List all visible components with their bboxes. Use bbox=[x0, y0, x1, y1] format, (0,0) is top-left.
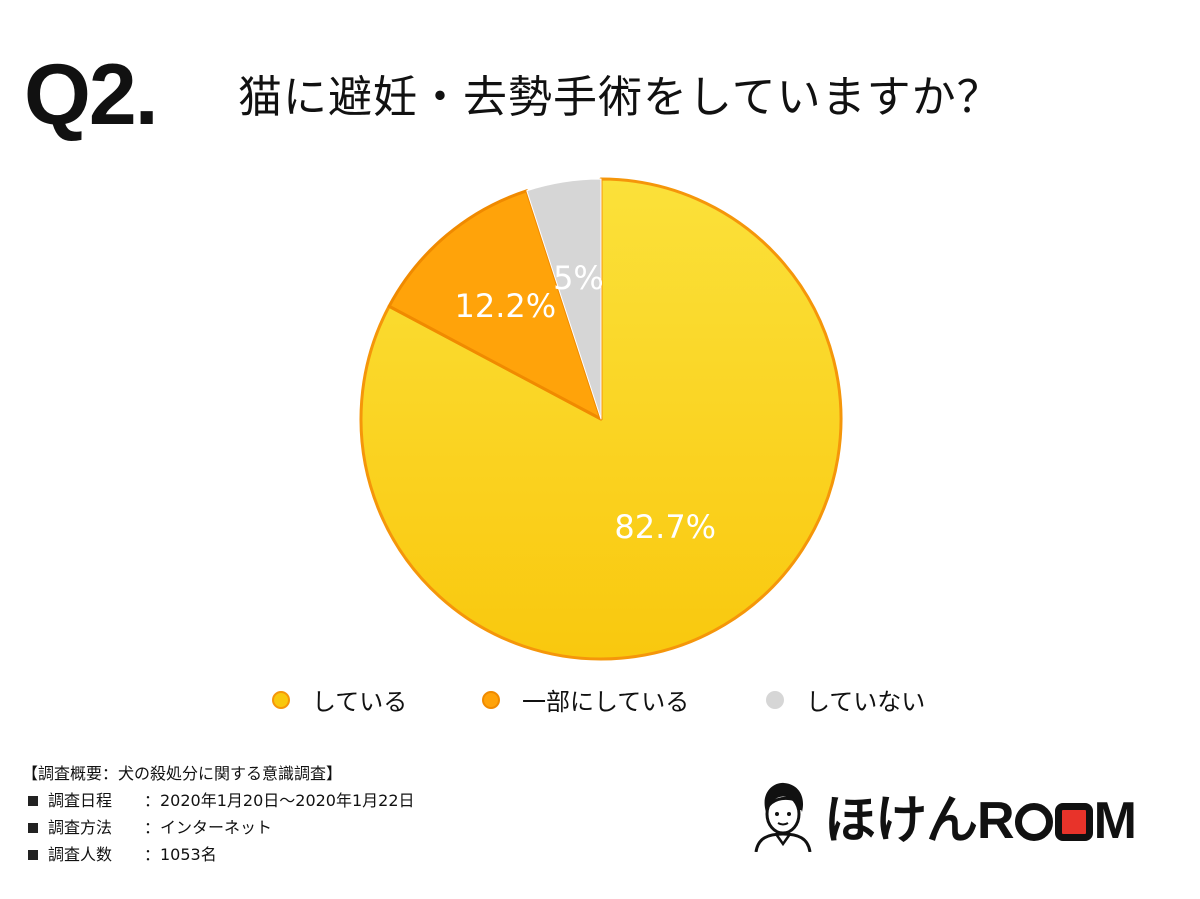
bullet-square-icon bbox=[28, 849, 38, 860]
survey-row: 調査人数 ：1053名 bbox=[22, 841, 415, 868]
person-mascot-icon bbox=[754, 782, 812, 852]
legend-swatch bbox=[482, 690, 500, 709]
slice-shiteiru bbox=[359, 177, 843, 661]
survey-row: 調査方法 ：インターネット bbox=[22, 814, 415, 841]
question-title: 猫に避妊・去勢手術をしていますか？ bbox=[238, 72, 1002, 123]
legend-label: している bbox=[312, 688, 408, 716]
legend-item-shiteiru: している bbox=[272, 682, 407, 717]
slice-data-label: 12.2% bbox=[455, 287, 557, 325]
legend-swatch bbox=[766, 690, 784, 709]
legend-label: 一部にしている bbox=[522, 688, 690, 716]
bullet-square-icon bbox=[28, 822, 38, 833]
legend: している 一部にしている していない bbox=[0, 682, 1200, 716]
survey-value: ：2020年1月20日〜2020年1月22日 bbox=[144, 791, 415, 810]
survey-overview: 【調査概要：犬の殺処分に関する意識調査】 調査日程 ：2020年1月20日〜20… bbox=[22, 760, 415, 868]
bullet-square-icon bbox=[28, 795, 38, 806]
question-number: Q2. bbox=[24, 47, 159, 143]
survey-key: 調査方法 bbox=[48, 818, 113, 837]
slice-ichibu bbox=[387, 189, 603, 421]
brand-logo: ほけんR M bbox=[752, 778, 1137, 852]
slice-data-label: 82.7% bbox=[614, 508, 716, 546]
legend-swatch bbox=[272, 690, 290, 709]
survey-title: 【調査概要：犬の殺処分に関する意識調査】 bbox=[22, 764, 343, 783]
legend-item-shiteinai: していない bbox=[766, 682, 925, 717]
pie-chart: 82.7% 12.2%5% bbox=[359, 177, 843, 661]
survey-key: 調査日程 bbox=[48, 791, 113, 810]
legend-label: していない bbox=[806, 688, 926, 716]
survey-value: ：1053名 bbox=[144, 845, 217, 864]
legend-item-ichibu: 一部にしている bbox=[482, 682, 689, 717]
survey-value: ：インターネット bbox=[144, 818, 273, 837]
logo-text: ほけんR M bbox=[824, 791, 1137, 850]
survey-row: 調査日程 ：2020年1月20日〜2020年1月22日 bbox=[22, 787, 415, 814]
slice-shiteinai bbox=[526, 178, 602, 420]
slice-data-label: 5% bbox=[553, 259, 604, 297]
survey-key: 調査人数 bbox=[48, 845, 113, 864]
